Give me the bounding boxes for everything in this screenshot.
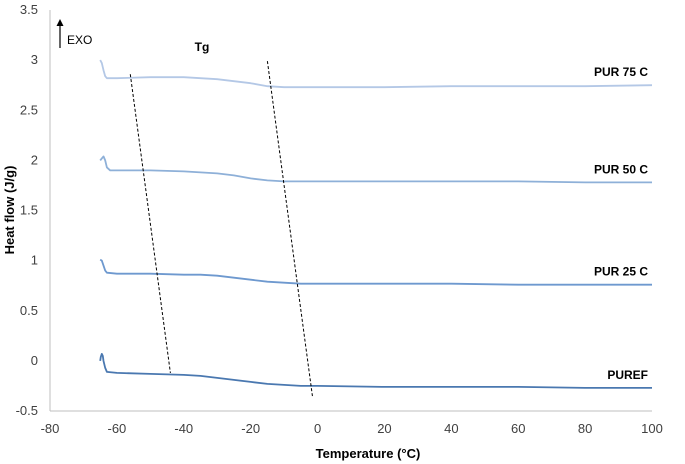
x-tick-label: 80 [578, 421, 592, 436]
y-tick-label: -0.5 [16, 403, 38, 418]
series-label: PUR 50 C [594, 162, 648, 176]
series-labels: PUR 75 C PUR 50 C PUR 25 C PUREF [594, 65, 648, 382]
y-tick-label: 1 [31, 253, 38, 268]
tg-guide-line [129, 74, 171, 373]
x-tick-label: 100 [641, 421, 663, 436]
series-label: PUREF [607, 368, 648, 382]
x-axis-title: Temperature (°C) [316, 446, 421, 461]
x-tick-label: 40 [444, 421, 458, 436]
tg-guides [129, 61, 314, 398]
x-tick-label: 60 [511, 421, 525, 436]
y-tick-label: 3 [31, 52, 38, 67]
series-line [99, 155, 652, 184]
exo-arrowhead-icon [56, 19, 64, 26]
y-tick-label: 2 [31, 152, 38, 167]
exo-indicator: EXO [56, 19, 92, 48]
series-line [99, 258, 652, 286]
x-tick-label: 0 [314, 421, 321, 436]
x-tick-label: -80 [41, 421, 60, 436]
tg-label: Tg [195, 40, 210, 54]
x-tick-label: 20 [377, 421, 391, 436]
y-axis-title: Heat flow (J/g) [2, 166, 17, 255]
x-axis-ticks: -80 -60 -40 -20 0 20 40 60 80 100 [41, 421, 663, 436]
x-tick-label: -40 [174, 421, 193, 436]
y-tick-label: 0 [31, 353, 38, 368]
y-tick-label: 2.5 [20, 102, 38, 117]
series-label: PUR 25 C [594, 265, 648, 279]
x-tick-label: -20 [241, 421, 260, 436]
series-line [99, 353, 652, 389]
x-tick-label: -60 [107, 421, 126, 436]
y-tick-label: 1.5 [20, 203, 38, 218]
y-tick-label: 0.5 [20, 303, 38, 318]
y-tick-label: 3.5 [20, 2, 38, 17]
series-layer [99, 59, 653, 389]
plot-area [49, 10, 652, 412]
exo-label: EXO [67, 33, 92, 47]
series-label: PUR 75 C [594, 65, 648, 79]
y-axis-ticks: -0.5 0 0.5 1 1.5 2 2.5 3 3.5 [16, 2, 38, 418]
series-line [99, 59, 653, 89]
tg-guide-line [266, 61, 314, 398]
